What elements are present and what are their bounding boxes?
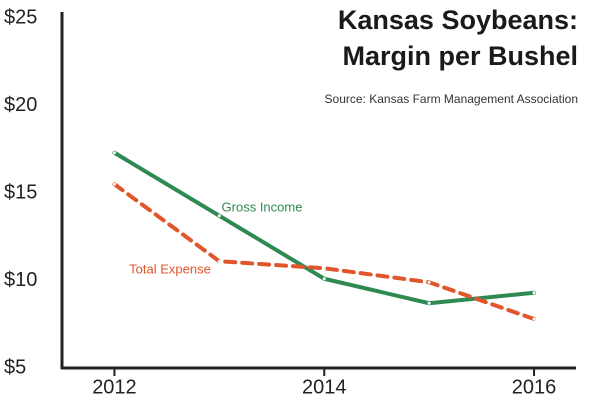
chart-title: Margin per Bushel [342,41,578,71]
chart-subtitle: Source: Kansas Farm Management Associati… [325,92,578,106]
series-label: Gross Income [222,199,303,214]
x-tick-label: 2014 [302,376,347,398]
chart-title: Kansas Soybeans: [338,5,578,35]
series-point [322,266,326,270]
series-point [217,214,221,218]
series-point [427,280,431,284]
series-point [322,277,326,281]
series-point [427,301,431,305]
series-point [217,259,221,263]
y-tick-label: $5 [4,356,26,378]
series-point [532,291,536,295]
y-tick-label: $25 [4,6,37,28]
series-point [532,317,536,321]
series-point [112,182,116,186]
series-line [112,182,537,321]
x-tick-label: 2012 [92,376,137,398]
y-tick-label: $20 [4,94,37,116]
y-tick-label: $15 [4,181,37,203]
series-point [112,151,116,155]
series-label: Total Expense [129,261,211,276]
x-tick-label: 2016 [512,376,557,398]
y-tick-label: $10 [4,269,37,291]
